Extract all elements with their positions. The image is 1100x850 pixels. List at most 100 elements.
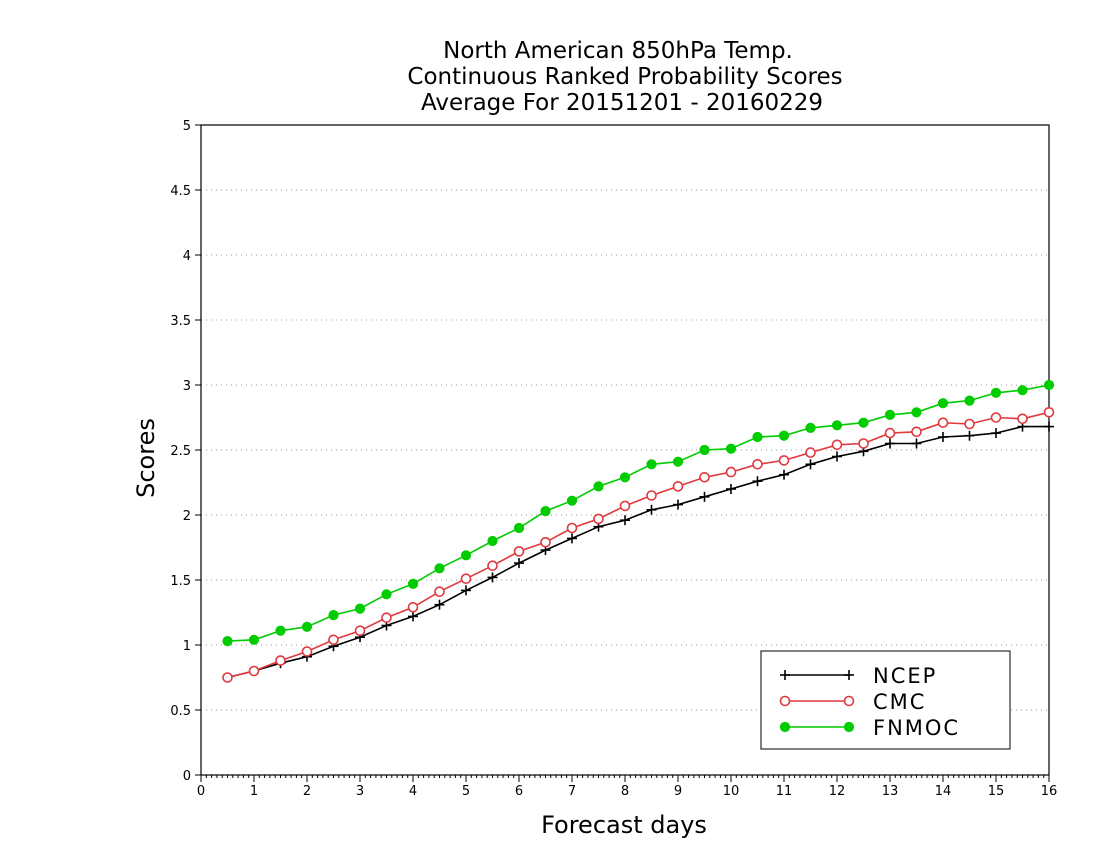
- point-fnmoc-22: [805, 422, 816, 433]
- point-cmc-23: [831, 439, 843, 451]
- y-tick-label-7: 3.5: [170, 314, 191, 329]
- point-fnmoc-16: [646, 459, 657, 470]
- point-fnmoc-7: [407, 578, 419, 590]
- x-tick-label-14: 14: [935, 784, 952, 799]
- point-fnmoc-14: [593, 481, 604, 492]
- legend-box: [760, 650, 1011, 750]
- x-tick-label-9: 9: [674, 784, 682, 799]
- point-cmc-28: [964, 418, 975, 430]
- point-fnmoc-3: [301, 621, 313, 632]
- point-cmc-16: [646, 490, 657, 501]
- series-cmc: [222, 406, 1055, 683]
- point-fnmoc-10: [487, 535, 498, 547]
- point-ncep-7: [408, 611, 418, 622]
- legend-marker-end-cmc: [843, 695, 855, 707]
- point-cmc-1: [248, 665, 260, 677]
- point-cmc-20: [752, 458, 763, 470]
- y-tick-label-9: 4.5: [170, 184, 191, 199]
- point-cmc-14: [593, 513, 604, 525]
- y-tick-label-1: 0.5: [170, 704, 191, 719]
- point-fnmoc-25: [884, 409, 896, 420]
- point-cmc-4: [328, 634, 339, 646]
- x-tick-label-5: 5: [462, 784, 470, 799]
- point-fnmoc-11: [513, 522, 525, 534]
- point-ncep-8: [434, 599, 445, 610]
- point-ncep-29: [991, 428, 1001, 439]
- x-tick-label-13: 13: [882, 784, 899, 799]
- legend-marker-start-cmc: [779, 695, 791, 707]
- x-tick-label-11: 11: [776, 784, 793, 799]
- data-series: [222, 379, 1055, 683]
- y-axis-label: Scores: [132, 418, 160, 498]
- y-tick-label-0: 0: [183, 769, 191, 784]
- point-fnmoc-26: [911, 407, 922, 418]
- x-tick-label-3: 3: [356, 784, 364, 799]
- point-cmc-3: [301, 646, 313, 657]
- axes: [195, 124, 1050, 782]
- x-tick-label-1: 1: [250, 784, 258, 799]
- point-cmc-11: [513, 546, 525, 557]
- x-tick-label-6: 6: [515, 784, 523, 799]
- y-tick-label-8: 4: [183, 249, 191, 264]
- point-cmc-9: [460, 573, 472, 585]
- point-cmc-17: [672, 481, 684, 492]
- y-tick-label-5: 2.5: [170, 444, 191, 459]
- tick-labels: 00.511.522.533.544.550 1 2 3 4 5 6 7 8 9 10 11 12 13 1…: [170, 119, 1057, 799]
- x-axis-label: Forecast days: [541, 811, 707, 839]
- legend-entry-fnmoc: FNMOC: [779, 716, 960, 740]
- point-cmc-30: [1017, 413, 1028, 425]
- point-cmc-2: [275, 655, 286, 666]
- x-tick-label-12: 12: [829, 784, 846, 799]
- point-cmc-22: [805, 447, 816, 458]
- point-ncep-26: [911, 438, 922, 449]
- point-cmc-26: [911, 426, 922, 438]
- point-ncep-9: [461, 585, 471, 596]
- point-cmc-13: [566, 522, 578, 534]
- legend-marker-start-fnmoc: [779, 721, 791, 733]
- point-fnmoc-29: [990, 387, 1002, 398]
- point-cmc-8: [434, 586, 445, 598]
- chart-title-line-3: Average For 20151201 - 20160229: [421, 90, 823, 116]
- legend-label-cmc: CMC: [873, 690, 926, 714]
- point-cmc-19: [725, 466, 737, 478]
- x-tick-label-10: 10: [723, 784, 740, 799]
- point-ncep-28: [964, 430, 975, 441]
- x-tick-label-4: 4: [409, 784, 417, 799]
- chart-title: North American 850hPa Temp. Continuous R…: [407, 38, 842, 116]
- legend-label-fnmoc: FNMOC: [873, 716, 960, 740]
- point-fnmoc-17: [672, 456, 684, 467]
- point-cmc-12: [540, 536, 551, 548]
- point-cmc-25: [884, 427, 896, 439]
- point-ncep-22: [805, 459, 816, 470]
- chart-title-line-1: North American 850hPa Temp.: [443, 38, 793, 64]
- point-ncep-20: [752, 476, 763, 487]
- point-fnmoc-0: [222, 636, 233, 647]
- point-ncep-10: [487, 572, 498, 583]
- point-ncep-16: [646, 504, 657, 515]
- point-cmc-15: [619, 500, 631, 512]
- series-fnmoc: [222, 379, 1055, 647]
- y-tick-label-10: 5: [183, 119, 191, 134]
- y-tick-label-2: 1: [183, 639, 191, 654]
- y-tick-label-3: 1.5: [170, 574, 191, 589]
- point-fnmoc-19: [725, 443, 737, 454]
- point-fnmoc-8: [434, 563, 445, 574]
- point-fnmoc-12: [540, 506, 551, 517]
- point-fnmoc-2: [275, 625, 286, 636]
- point-fnmoc-4: [328, 610, 339, 621]
- legend-entry-cmc: CMC: [779, 690, 926, 714]
- point-ncep-31: [1044, 421, 1054, 432]
- x-tick-label-8: 8: [621, 784, 629, 799]
- chart-title-line-2: Continuous Ranked Probability Scores: [407, 64, 842, 90]
- point-cmc-31: [1043, 406, 1055, 418]
- legend-marker-end-ncep: [844, 670, 854, 680]
- point-cmc-10: [487, 560, 498, 572]
- point-ncep-11: [514, 558, 524, 569]
- point-fnmoc-5: [354, 603, 366, 614]
- point-fnmoc-13: [566, 495, 578, 506]
- point-ncep-17: [673, 499, 683, 510]
- point-ncep-27: [938, 432, 948, 442]
- point-ncep-18: [699, 491, 710, 502]
